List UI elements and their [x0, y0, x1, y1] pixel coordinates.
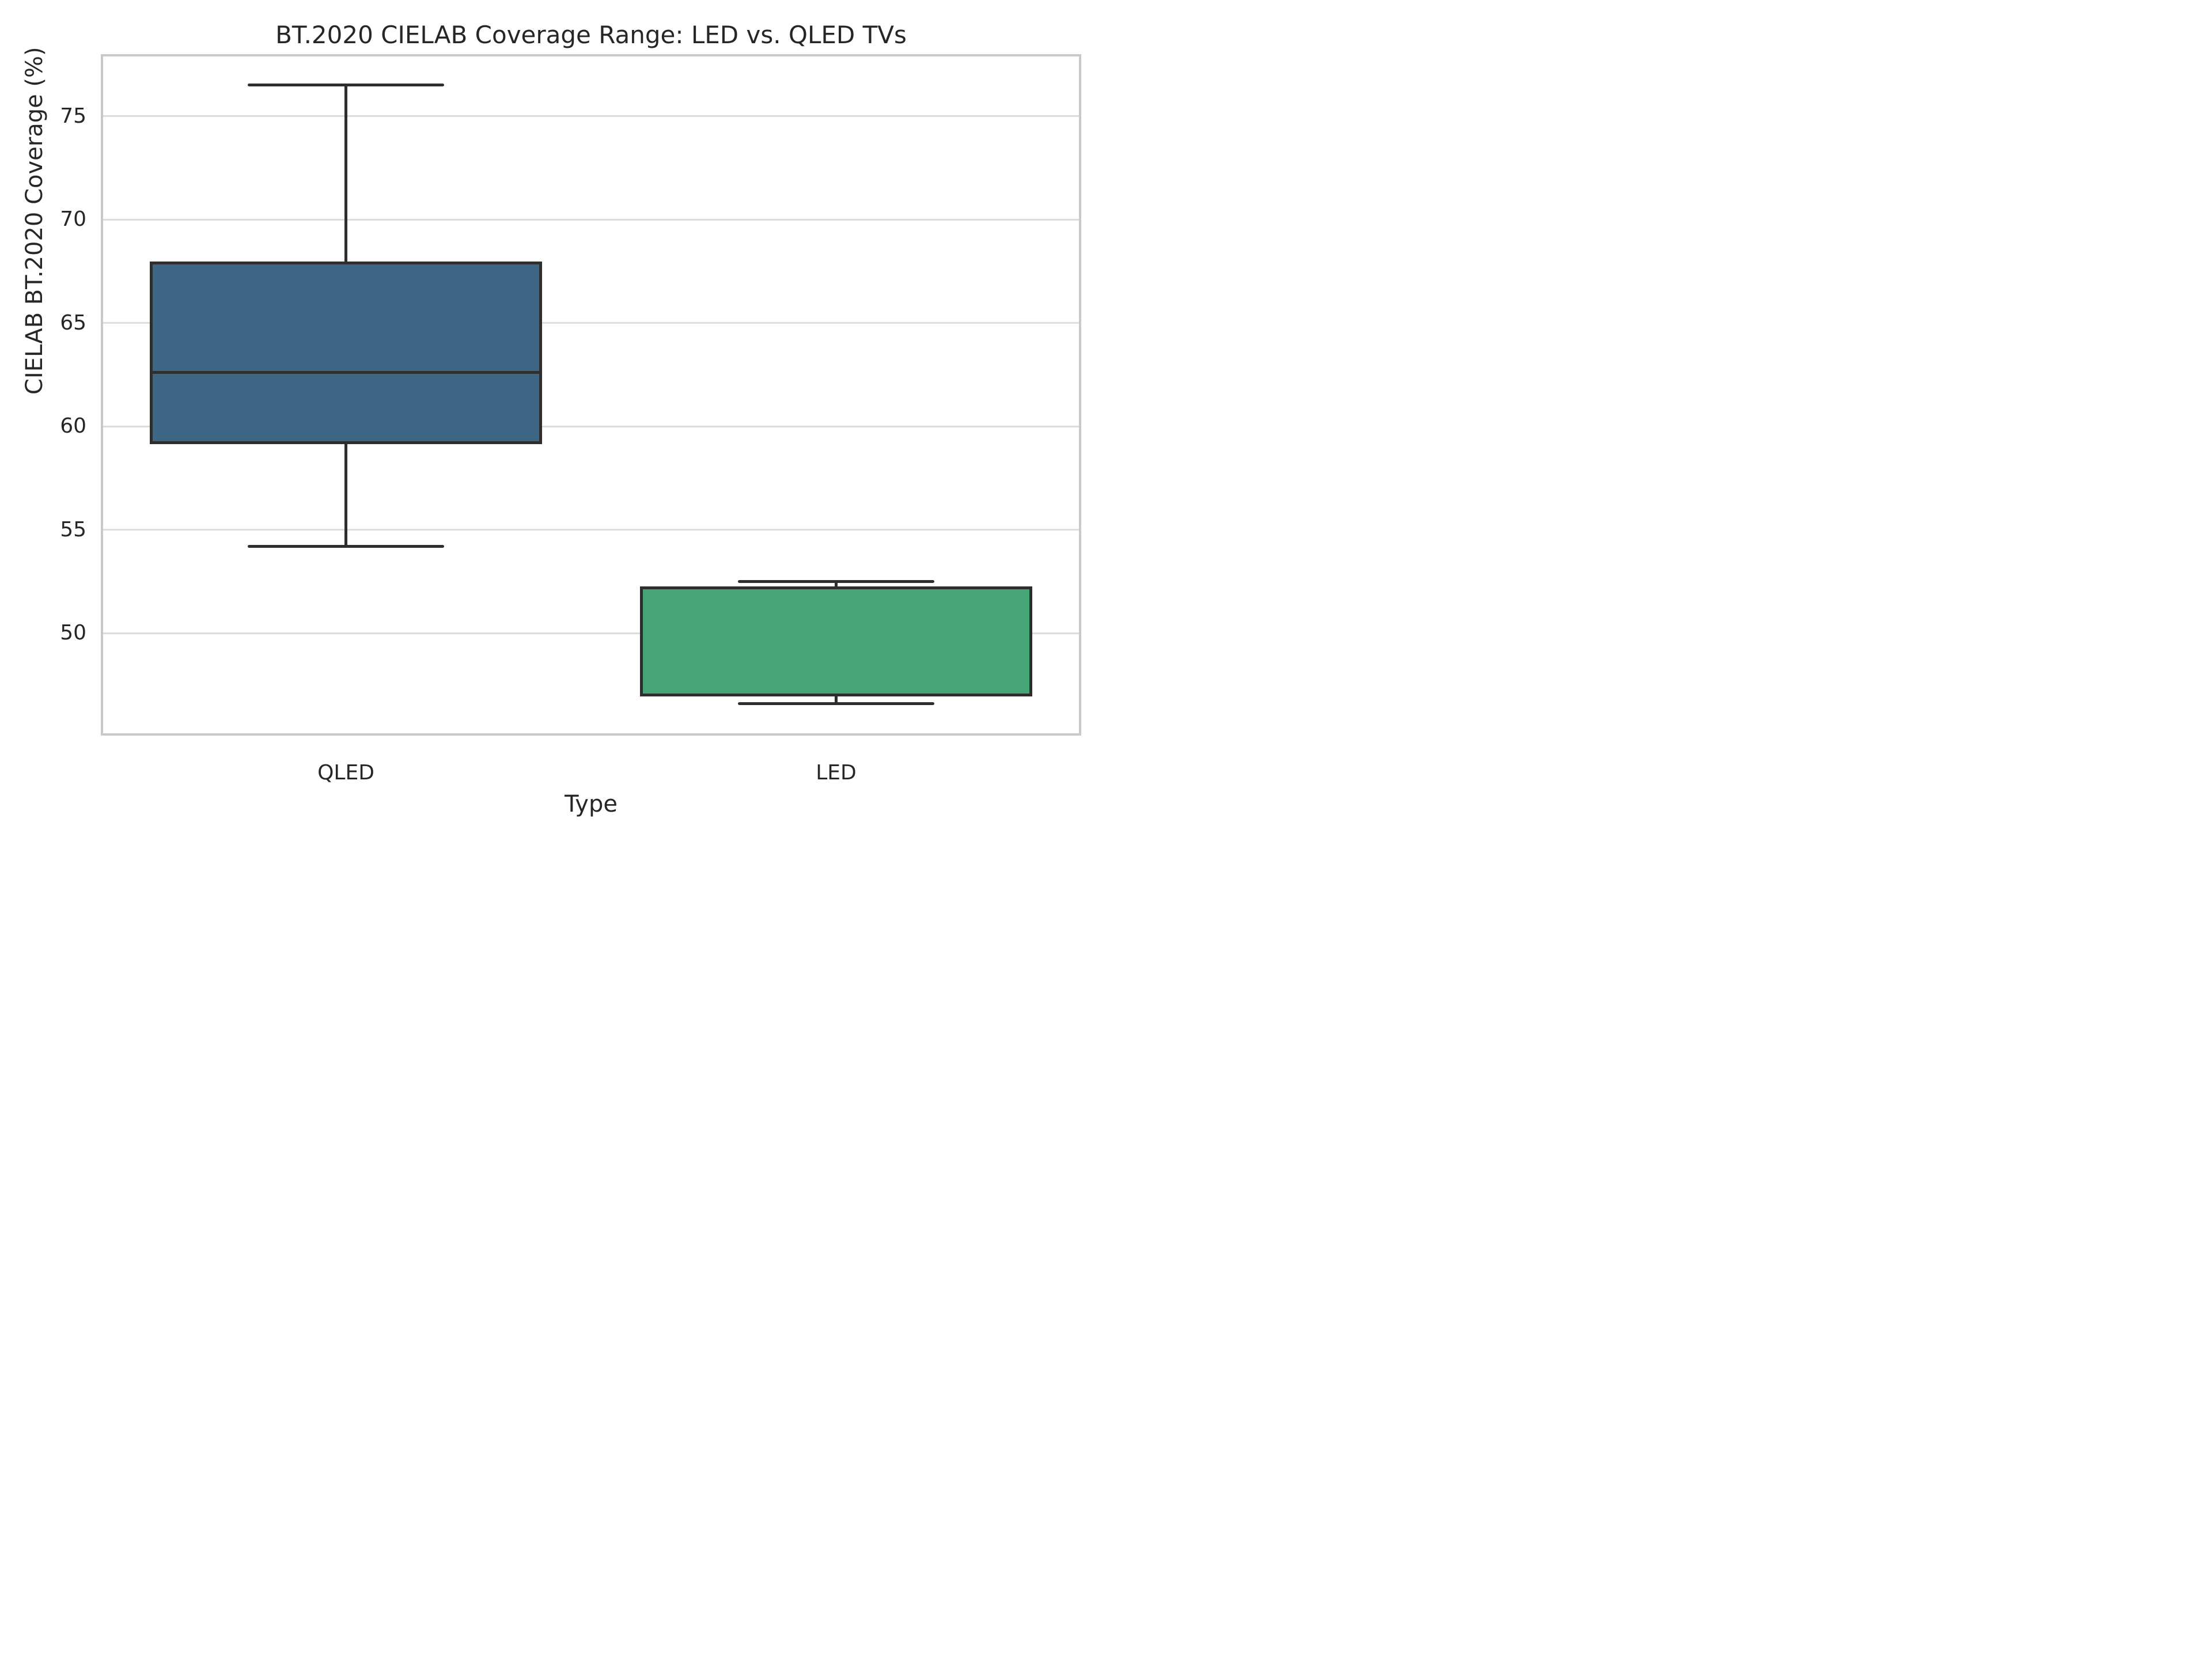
boxplot-figure: BT.2020 CIELAB Coverage Range: LED vs. Q… [0, 0, 1106, 830]
x-tick-label-led: LED [816, 761, 857, 785]
y-tick-label-65: 65 [60, 310, 86, 335]
plot-area [101, 54, 1081, 736]
grid-line-y-65 [101, 322, 1081, 324]
y-tick-label-50: 50 [60, 621, 86, 645]
qled-box [150, 262, 542, 445]
y-tick-label-60: 60 [60, 414, 86, 438]
led-box [640, 586, 1032, 697]
x-tick-label-qled: QLED [317, 761, 374, 785]
grid-line-y-50 [101, 632, 1081, 634]
grid-line-y-75 [101, 115, 1081, 118]
led-lower-whisker [835, 695, 838, 704]
x-axis-label: Type [565, 791, 618, 817]
y-tick-label-55: 55 [60, 517, 86, 541]
y-tick-label-70: 70 [60, 207, 86, 232]
qled-upper-whisker [344, 85, 347, 263]
grid-line-y-70 [101, 218, 1081, 221]
qled-median-line [150, 371, 542, 374]
grid-line-y-60 [101, 425, 1081, 427]
led-upper-whisker-cap [738, 580, 934, 584]
qled-upper-whisker-cap [248, 84, 444, 87]
chart-title: BT.2020 CIELAB Coverage Range: LED vs. Q… [275, 21, 907, 49]
y-tick-label-75: 75 [60, 104, 86, 128]
qled-lower-whisker-cap [248, 544, 444, 548]
led-upper-whisker [835, 581, 838, 588]
qled-lower-whisker [344, 442, 347, 547]
grid-line-y-55 [101, 529, 1081, 531]
led-median-line [640, 586, 1032, 589]
led-lower-whisker-cap [738, 702, 934, 705]
